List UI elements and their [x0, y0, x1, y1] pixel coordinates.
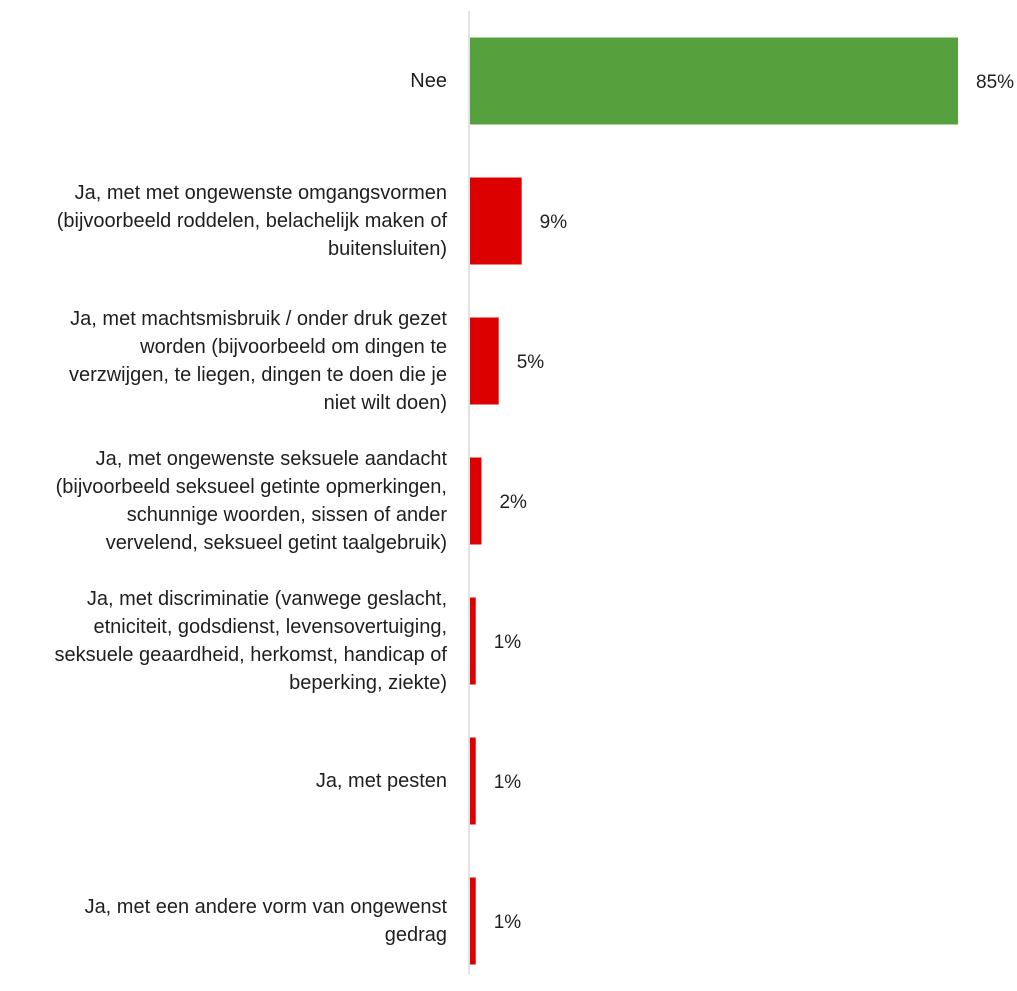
- category-label-line: Ja, met een andere vorm van ongewenst: [84, 896, 447, 918]
- category-label-line: Ja, met discriminatie (vanwege geslacht,: [86, 588, 447, 610]
- bar-0: [470, 37, 958, 125]
- category-label-line: worden (bijvoorbeeld om dingen te: [140, 336, 447, 358]
- category-label-line: verzwijgen, te liegen, dingen te doen di…: [68, 364, 447, 386]
- category-label-line: Ja, met ongewenste seksuele aandacht: [95, 448, 447, 470]
- category-label-line: beperking, ziekte): [289, 672, 447, 694]
- bar-3: [470, 457, 482, 545]
- category-label-3: Ja, met ongewenste seksuele aandacht (bij…: [0, 431, 447, 571]
- category-label-line: Ja, met machtsmisbruik / onder druk geze…: [70, 308, 447, 330]
- category-label-line: buitensluiten): [328, 238, 447, 260]
- category-label-line: (bijvoorbeeld roddelen, belachelijk make…: [56, 210, 447, 232]
- bar-4: [470, 597, 476, 685]
- bar-2: [470, 317, 499, 405]
- data-label-2: 5%: [517, 352, 545, 373]
- category-label-line: Nee: [410, 70, 447, 92]
- bar-6: [470, 877, 476, 965]
- bar-5: [470, 737, 476, 825]
- category-label-2: Ja, met machtsmisbruik / onder druk geze…: [0, 291, 447, 431]
- category-label-line: Ja, met met ongewenste omgangsvormen: [74, 182, 447, 204]
- category-label-line: etniciteit, godsdienst, levensovertuigin…: [93, 616, 447, 638]
- category-label-6: Ja, met een andere vorm van ongewenst ged…: [0, 851, 447, 991]
- data-label-3: 2%: [499, 492, 527, 513]
- category-label-line: Ja, met pesten: [315, 770, 447, 792]
- category-label-4: Ja, met discriminatie (vanwege geslacht,…: [0, 571, 447, 711]
- category-label-0: Nee: [0, 11, 447, 151]
- category-label-1: Ja, met met ongewenste omgangsvormen (bij…: [0, 151, 447, 291]
- data-label-5: 1%: [494, 772, 522, 793]
- bar-1: [470, 177, 522, 265]
- data-label-0: 85%: [976, 72, 1014, 93]
- data-label-6: 1%: [494, 912, 522, 933]
- category-label-line: seksuele geaardheid, herkomst, handicap …: [54, 644, 447, 666]
- category-label-line: vervelend, seksueel getint taalgebruik): [105, 532, 447, 554]
- category-label-line: niet wilt doen): [323, 392, 447, 414]
- category-label-line: schunnige woorden, sissen of ander: [126, 504, 447, 526]
- data-label-1: 9%: [540, 212, 568, 233]
- category-label-5: Ja, met pesten: [0, 711, 447, 851]
- category-label-line: (bijvoorbeeld seksueel getinte opmerking…: [55, 476, 447, 498]
- data-label-4: 1%: [494, 632, 522, 653]
- category-label-line: gedrag: [384, 924, 447, 946]
